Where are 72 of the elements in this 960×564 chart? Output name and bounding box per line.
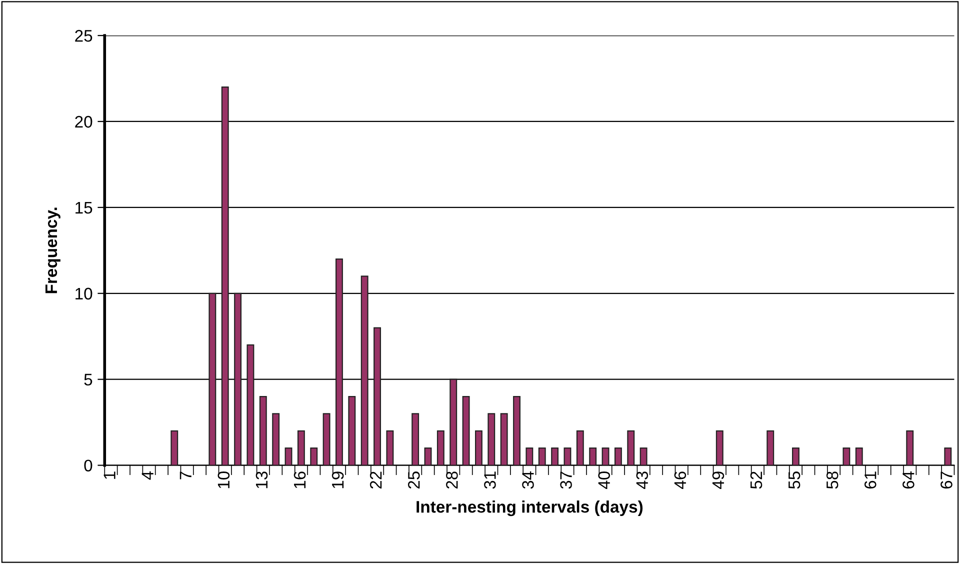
bar [246, 344, 254, 466]
x-tick-label: 46 [674, 472, 686, 490]
bar [640, 448, 648, 466]
bar [436, 430, 444, 466]
x-tick-label: 64 [902, 471, 914, 489]
bar [221, 86, 229, 466]
x-tick-label: 49 [712, 472, 724, 490]
x-axis-title: Inter-nesting intervals (days) [416, 500, 643, 516]
x-tick-label: 52 [750, 472, 762, 489]
x-tick-label: 67 [940, 472, 952, 489]
y-tick-label: 25 [75, 30, 92, 42]
bar [272, 413, 280, 466]
x-tick-label: 4 [142, 471, 154, 480]
bar [602, 448, 610, 466]
x-tick-label: 25 [408, 472, 420, 489]
x-tick-label: 28 [446, 472, 458, 489]
bar [170, 430, 178, 466]
bar [374, 327, 381, 466]
bar [513, 396, 520, 466]
x-tick-label: 16 [294, 472, 306, 488]
x-tick-label: 37 [560, 472, 572, 489]
bar [627, 430, 635, 466]
bar [564, 448, 572, 466]
bar [208, 292, 216, 466]
bar [386, 430, 394, 466]
x-tick-label: 10 [218, 472, 230, 488]
bar [488, 413, 496, 466]
bar [424, 448, 432, 466]
y-tick-label: 10 [76, 288, 92, 300]
bar [450, 378, 458, 466]
bar [322, 413, 330, 466]
bar [526, 448, 534, 466]
bar [792, 448, 800, 466]
bar [462, 396, 470, 466]
bar [906, 430, 914, 466]
bar [551, 448, 559, 466]
y-tick-label: 20 [75, 116, 92, 128]
x-tick-label: 13 [256, 472, 268, 488]
x-tick-label: 58 [826, 472, 838, 489]
y-axis-title: Frequency. [45, 208, 60, 294]
bar [716, 430, 724, 466]
x-tick-label: 22 [370, 472, 382, 489]
x-tick-label: 31 [484, 472, 496, 489]
x-tick-label: 61 [864, 472, 876, 489]
bar [538, 448, 546, 466]
y-tick-label: 15 [76, 202, 92, 214]
bar [576, 430, 584, 466]
bar [842, 448, 850, 466]
y-tick-label: 0 [84, 460, 92, 472]
x-tick-label: 1 [104, 472, 116, 479]
bar [474, 430, 482, 466]
bar [412, 413, 420, 466]
bar [614, 448, 622, 466]
bar [348, 396, 356, 466]
x-tick-label: 43 [636, 472, 648, 490]
x-tick-label: 55 [788, 472, 800, 489]
bar [855, 448, 863, 466]
x-tick-label: 34 [522, 471, 534, 489]
y-tick-label: 5 [84, 374, 92, 386]
bar [589, 448, 597, 466]
bar [944, 448, 952, 466]
x-tick-label: 40 [598, 472, 610, 490]
bar [259, 396, 267, 466]
bar [360, 276, 368, 466]
bar [284, 448, 292, 466]
bar [336, 258, 343, 466]
bar [310, 448, 318, 466]
x-tick-label: 19 [332, 472, 344, 488]
bar [297, 430, 305, 466]
bar [234, 292, 242, 466]
bar [766, 430, 774, 466]
bar [500, 413, 508, 466]
